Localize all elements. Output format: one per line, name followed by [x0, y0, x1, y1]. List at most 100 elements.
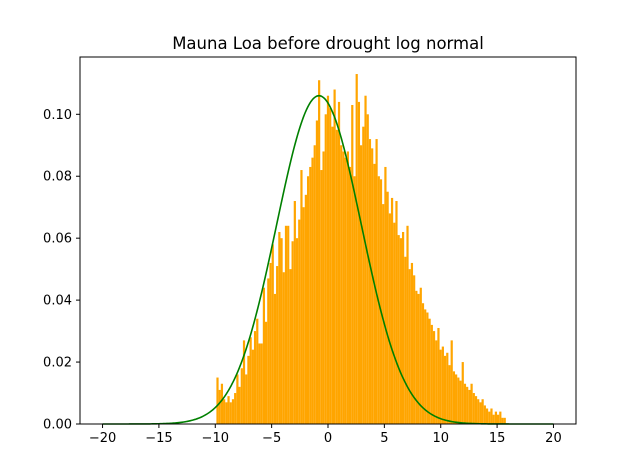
histogram-bar	[364, 95, 367, 425]
histogram-bar	[353, 176, 356, 424]
histogram-bar	[326, 95, 330, 425]
histogram-bar	[357, 101, 361, 424]
histogram-bar	[225, 402, 228, 424]
histogram-bar	[304, 194, 307, 424]
y-tick-label: 0.10	[43, 108, 72, 123]
histogram-bar	[399, 238, 402, 424]
histogram-bar	[295, 238, 299, 424]
x-tick-label: 10	[432, 431, 449, 446]
histogram-bar	[300, 170, 303, 424]
histogram-bar	[245, 374, 248, 424]
histogram-bar	[490, 408, 493, 424]
histogram-bar	[218, 389, 221, 424]
histogram-bar	[249, 337, 252, 424]
histogram-bar	[408, 269, 411, 424]
histogram-bar	[439, 349, 442, 424]
histogram-bar	[437, 327, 440, 424]
histogram-bar	[371, 148, 374, 425]
histogram-bar	[366, 114, 369, 425]
histogram-bar	[223, 399, 226, 424]
histogram-bar	[302, 207, 305, 424]
histogram-bar	[386, 191, 389, 424]
histogram-bars	[216, 74, 506, 425]
x-tick-label: 0	[324, 431, 332, 446]
x-axis: −20 −15 −10 −5 0 5 10 15 20	[89, 424, 562, 446]
histogram-bar	[457, 377, 460, 424]
histogram-bar	[488, 411, 491, 424]
histogram-bar	[446, 352, 449, 424]
histogram-bar	[419, 287, 422, 424]
histogram-bar	[280, 238, 283, 424]
histogram-bar	[390, 197, 394, 424]
histogram-bar	[318, 80, 321, 424]
y-tick-label: 0.04	[43, 294, 72, 309]
histogram-bar	[401, 231, 405, 424]
histogram-bar	[497, 414, 500, 424]
histogram-bar	[251, 349, 254, 424]
y-tick-label: 0.06	[43, 232, 72, 247]
histogram-bar	[375, 139, 378, 424]
x-tick-label: 15	[489, 431, 506, 446]
histogram-bar	[382, 204, 385, 424]
histogram-bar	[443, 355, 447, 424]
histogram-bar	[492, 414, 495, 424]
x-tick-label: −10	[202, 431, 229, 446]
histogram-bar	[472, 393, 475, 424]
x-tick-label: −5	[262, 431, 281, 446]
chart-title: Mauna Loa before drought log normal	[172, 34, 484, 53]
histogram-bar	[450, 340, 453, 424]
histogram-bar	[466, 386, 469, 424]
histogram-bar	[501, 417, 504, 424]
histogram-bar	[415, 290, 418, 424]
histogram-bar	[430, 324, 433, 424]
histogram-bar	[253, 331, 257, 424]
histogram-bar	[474, 396, 478, 424]
histogram-bar	[379, 179, 383, 424]
histogram-bar	[322, 151, 325, 424]
histogram-bar	[393, 222, 396, 424]
histogram-bar	[384, 166, 387, 424]
histogram-bar	[483, 405, 486, 424]
histogram-bar	[287, 225, 290, 424]
histogram-bar	[373, 163, 376, 424]
histogram-bar	[240, 368, 243, 424]
histogram-bar	[313, 145, 316, 424]
histogram-bar	[265, 321, 268, 424]
histogram-bar	[242, 340, 246, 424]
histogram-bar	[306, 176, 310, 424]
histogram-bar	[406, 225, 409, 424]
histogram-bar	[404, 256, 407, 424]
histogram-bar	[426, 312, 429, 424]
histogram-bar	[459, 380, 462, 424]
histogram-bar	[485, 408, 489, 424]
histogram-bar	[421, 303, 425, 424]
histogram-bar	[395, 201, 398, 424]
histogram-bar	[282, 272, 285, 424]
histogram-bar	[258, 343, 261, 424]
y-axis: 0.00 0.02 0.04 0.06 0.08 0.10	[43, 108, 80, 433]
histogram-bar	[342, 151, 345, 424]
histogram-bar	[331, 126, 334, 425]
histogram-bar	[435, 340, 438, 424]
histogram-bar	[329, 108, 332, 424]
histogram-bar	[247, 355, 250, 424]
histogram-bar	[284, 225, 288, 424]
histogram-bar	[220, 383, 224, 424]
histogram-bar	[479, 402, 482, 424]
histogram-bar	[413, 275, 416, 424]
y-tick-label: 0.08	[43, 170, 72, 185]
histogram-bar	[256, 318, 259, 424]
x-tick-label: 5	[380, 431, 388, 446]
histogram-bar	[236, 374, 239, 424]
histogram-bar	[262, 287, 266, 424]
histogram-bar	[448, 365, 451, 424]
y-tick-label: 0.02	[43, 356, 72, 371]
histogram-bar	[291, 241, 294, 424]
histogram-bar	[463, 383, 467, 424]
histogram-bar	[499, 411, 502, 424]
histogram-bar	[309, 166, 312, 424]
histogram-bar	[229, 402, 232, 424]
histogram-bar	[278, 231, 281, 424]
